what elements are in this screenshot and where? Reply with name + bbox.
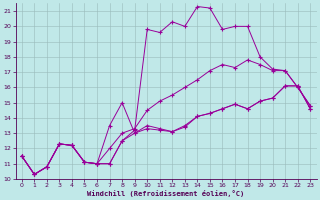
X-axis label: Windchill (Refroidissement éolien,°C): Windchill (Refroidissement éolien,°C) bbox=[87, 190, 245, 197]
